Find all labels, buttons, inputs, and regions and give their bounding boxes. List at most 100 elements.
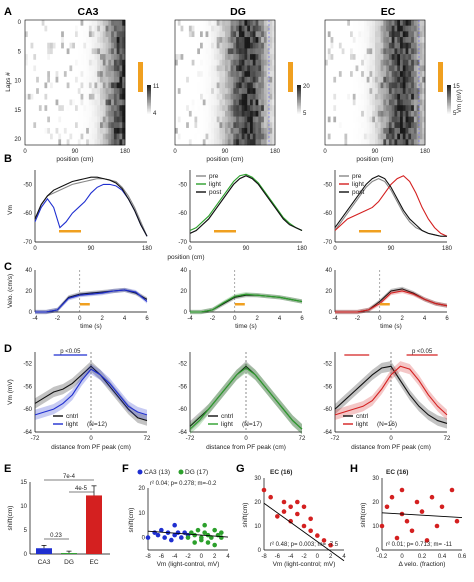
x-tick-label: 2 [401,316,405,322]
heatmap-cell [422,133,426,140]
heatmap-cell [388,48,392,55]
heatmap-cell [361,88,365,95]
heatmap-cell [202,20,206,26]
heatmap-cell [341,127,345,134]
heatmap-cell [111,71,115,78]
heatmap-cell [372,88,376,95]
heatmap-cell [36,93,40,100]
heatmap-cell [330,31,334,38]
heatmap-cell [238,105,242,112]
heatmap-cell [186,25,190,32]
heatmap-cell [191,65,195,72]
heatmap-cell [219,71,223,78]
data-point [179,535,184,540]
heatmap-cell [358,65,362,72]
heatmap-cell [66,65,70,72]
heatmap-cell [36,122,40,129]
heatmap-cell [75,59,79,66]
heatmap-cell [41,71,45,78]
heatmap-cell [111,122,115,129]
heatmap-cell [244,139,248,146]
heatmap-cell [27,82,31,89]
heatmap-cell [77,93,81,100]
heatmap-cell [27,88,31,95]
heatmap-cell [400,25,404,32]
heatmap-cell [372,127,376,134]
heatmap-cell [186,37,190,44]
heatmap-cell [186,99,190,106]
heatmap-cell [108,76,112,83]
x-tick-label: 2 [329,554,333,560]
heatmap-cell [355,133,359,140]
heatmap-cell [36,48,40,55]
legend-label: post [209,189,221,196]
heatmap-cell [83,54,87,61]
heatmap-cell [47,25,51,32]
x-tick-label: 72 [299,436,306,442]
heatmap-cell [261,93,265,100]
data-point [209,535,214,540]
heatmap-cell [244,20,248,26]
heatmap-cell [341,105,345,112]
heatmap-cell [380,105,384,112]
heatmap-cell [344,93,348,100]
heatmap-cell [175,25,179,32]
heatmap-cell [105,48,109,55]
heatmap-cell [261,76,265,83]
heatmap-cell [355,31,359,38]
heatmap-cell [58,25,62,32]
heatmap-cell [380,20,384,26]
heatmap-cell [72,71,76,78]
panel-title: EC (16) [270,469,292,476]
heatmap-cell [83,110,87,117]
heatmap-cell [250,99,254,106]
heatmap-cell [325,139,329,146]
heatmap-cell [255,76,259,83]
heatmap-cell [325,42,329,49]
heatmap-cell [405,25,409,32]
heatmap-cell [422,127,426,134]
x-tick-label: 0.4 [438,554,447,560]
heatmap-cell [75,31,79,38]
heatmap-cell [350,105,354,112]
heatmap-cell [202,48,206,55]
heatmap-cell [27,105,31,112]
heatmap-cell [400,82,404,89]
heatmap-cell [113,139,117,146]
heatmap-cell [97,25,101,32]
heatmap-cell [94,93,98,100]
heatmap-cell [236,93,240,100]
x-axis-label: distance from PF peak (cm) [51,444,131,451]
heatmap-cell [52,76,56,83]
heatmap-cell [100,59,104,66]
heatmap-cell [52,99,56,106]
heatmap-cell [102,105,106,112]
heatmap-cell [355,65,359,72]
heatmap-cell [52,93,56,100]
heatmap-cell [369,31,373,38]
heatmap-cell [41,54,45,61]
heatmap-cell [408,88,412,95]
heatmap-cell [397,25,401,32]
heatmap-cell [383,31,387,38]
heatmap-cell [330,71,334,78]
x-tick-label: -2 [210,316,216,322]
light-indicator-bar [379,303,390,306]
heatmap-cell [263,54,267,61]
heatmap-cell [108,82,112,89]
heatmap-cell [338,139,342,146]
heatmap-cell [27,65,31,72]
y-tick-label: 20 [138,486,145,492]
heatmap-cell [391,31,395,38]
heatmap-cell [44,71,48,78]
heatmap-cell [238,65,242,72]
heatmap-cell [227,37,231,44]
colorbar-max: 20 [303,84,310,90]
heatmap-cell [247,139,251,146]
heatmap-cell [41,65,45,72]
heatmap-cell [252,76,256,83]
heatmap-cell [363,105,367,112]
heatmap-cell [222,105,226,112]
heatmap-cell [366,71,370,78]
